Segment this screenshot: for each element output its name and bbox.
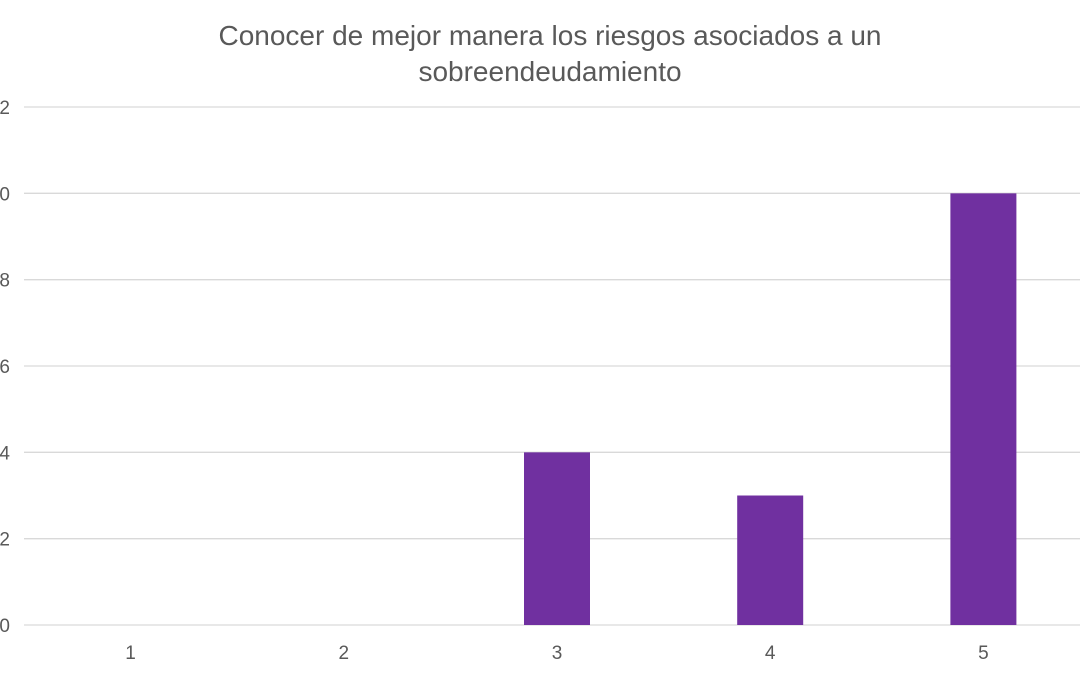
bar-3 (524, 452, 590, 625)
x-tick-label: 4 (765, 643, 776, 664)
bar-5 (950, 193, 1017, 626)
y-tick-label: 0 (0, 616, 10, 637)
chart-title-line-2: sobreendeudamiento (418, 56, 682, 87)
y-tick-label: 8 (0, 271, 10, 292)
chart-title-line-1: Conocer de mejor manera los riesgos asoc… (218, 20, 882, 51)
y-axis-ticks: 0 2 4 6 8 10 12 (0, 98, 10, 637)
bars (524, 193, 1017, 626)
chart-title: Conocer de mejor manera los riesgos asoc… (0, 18, 1080, 90)
y-tick-label: 2 (0, 530, 10, 551)
bar-4 (737, 495, 804, 625)
x-tick-label: 5 (978, 643, 989, 664)
y-tick-label: 12 (0, 98, 10, 119)
y-tick-label: 10 (0, 184, 10, 205)
y-tick-label: 6 (0, 357, 10, 378)
y-tick-label: 4 (0, 443, 10, 464)
x-tick-label: 2 (339, 643, 350, 664)
x-axis-ticks: 1 2 3 4 5 (125, 643, 988, 664)
x-tick-label: 1 (125, 643, 136, 664)
x-tick-label: 3 (552, 643, 563, 664)
